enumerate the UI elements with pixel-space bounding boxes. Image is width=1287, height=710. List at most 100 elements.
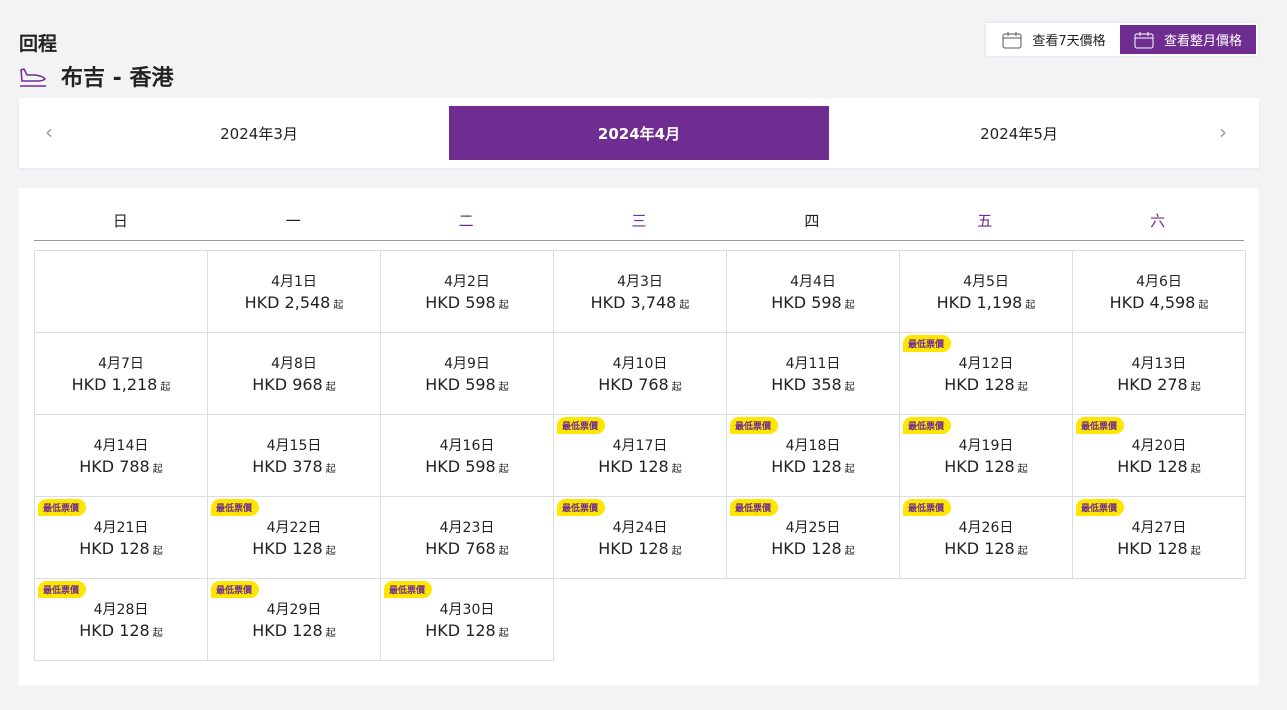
day-date: 4月26日 xyxy=(958,520,1014,536)
day-date: 4月4日 xyxy=(790,274,836,290)
day-price: HKD 128 起 xyxy=(381,621,553,640)
day-cell[interactable]: 4月7日 HKD 1,218 起 xyxy=(34,332,208,415)
price-suffix: 起 xyxy=(325,464,336,475)
day-cell[interactable]: 4月13日 HKD 278 起 xyxy=(1072,332,1246,415)
weekday: 一 xyxy=(285,212,301,230)
day-date: 4月2日 xyxy=(444,274,490,290)
day-cell[interactable]: 4月15日 HKD 378 起 xyxy=(207,414,381,497)
day-cell[interactable]: 最低票價 4月22日 HKD 128 起 xyxy=(207,496,381,579)
day-cell[interactable]: 最低票價 4月26日 HKD 128 起 xyxy=(899,496,1073,579)
day-cell[interactable]: 4月16日 HKD 598 起 xyxy=(380,414,554,497)
day-date: 4月29日 xyxy=(266,602,322,618)
day-cell[interactable]: 最低票價 4月24日 HKD 128 起 xyxy=(553,496,727,579)
day-cell[interactable]: 最低票價 4月28日 HKD 128 起 xyxy=(34,578,208,661)
day-cell[interactable]: 4月10日 HKD 768 起 xyxy=(553,332,727,415)
weekday: 六 xyxy=(1150,212,1166,230)
lowest-fare-badge: 最低票價 xyxy=(1076,417,1125,434)
day-cell[interactable]: 最低票價 4月17日 HKD 128 起 xyxy=(553,414,727,497)
day-cell[interactable]: 最低票價 4月20日 HKD 128 起 xyxy=(1072,414,1246,497)
day-cell[interactable]: 4月6日 HKD 4,598 起 xyxy=(1072,250,1246,333)
weekday: 五 xyxy=(977,212,993,230)
day-grid: 4月1日 HKD 2,548 起 4月2日 HKD 598 起 4月3日 HKD 3,748 起… xyxy=(34,250,1246,661)
price-amount: HKD 128 xyxy=(1117,539,1188,558)
price-suffix: 起 xyxy=(671,382,682,393)
price-suffix: 起 xyxy=(152,464,163,475)
price-suffix: 起 xyxy=(844,382,855,393)
month-selector: ‹ 2024年3月 2024年4月 2024年5月 › xyxy=(19,98,1259,168)
day-cell[interactable]: 最低票價 4月18日 HKD 128 起 xyxy=(726,414,900,497)
day-cell[interactable]: 4月4日 HKD 598 起 xyxy=(726,250,900,333)
day-cell[interactable]: 最低票價 4月30日 HKD 128 起 xyxy=(380,578,554,661)
month-tab-current[interactable]: 2024年4月 xyxy=(449,106,829,160)
day-date: 4月30日 xyxy=(439,602,495,618)
day-cell[interactable]: 4月5日 HKD 1,198 起 xyxy=(899,250,1073,333)
day-cell[interactable]: 4月8日 HKD 968 起 xyxy=(207,332,381,415)
day-date: 4月3日 xyxy=(617,274,663,290)
price-amount: HKD 768 xyxy=(425,539,496,558)
day-date: 4月21日 xyxy=(93,520,149,536)
price-amount: HKD 788 xyxy=(79,457,150,476)
day-price: HKD 768 起 xyxy=(554,375,726,394)
plane-landing-icon xyxy=(20,68,46,87)
day-cell[interactable]: 最低票價 4月29日 HKD 128 起 xyxy=(207,578,381,661)
view-month-button[interactable]: 查看整月價格 xyxy=(1120,25,1256,54)
lowest-fare-badge: 最低票價 xyxy=(38,581,87,598)
lowest-fare-badge: 最低票價 xyxy=(211,499,260,516)
day-cell[interactable]: 4月14日 HKD 788 起 xyxy=(34,414,208,497)
day-cell[interactable]: 最低票價 4月12日 HKD 128 起 xyxy=(899,332,1073,415)
route-header: 布吉 - 香港 xyxy=(19,60,173,92)
price-suffix: 起 xyxy=(498,300,509,311)
day-cell[interactable]: 最低票價 4月19日 HKD 128 起 xyxy=(899,414,1073,497)
calendar-icon xyxy=(1002,31,1022,48)
weekday-header: 日 一 二 三 四 五 六 xyxy=(34,210,1244,241)
day-price: HKD 128 起 xyxy=(554,539,726,558)
price-suffix: 起 xyxy=(160,382,171,393)
day-cell[interactable]: 4月2日 HKD 598 起 xyxy=(380,250,554,333)
day-date: 4月22日 xyxy=(266,520,322,536)
price-suffix: 起 xyxy=(152,628,163,639)
price-suffix: 起 xyxy=(1190,382,1201,393)
price-amount: HKD 598 xyxy=(425,293,496,312)
day-cell[interactable]: 最低票價 4月27日 HKD 128 起 xyxy=(1072,496,1246,579)
chevron-left-icon[interactable]: ‹ xyxy=(45,120,53,144)
month-tab-prev[interactable]: 2024年3月 xyxy=(220,124,298,143)
price-amount: HKD 598 xyxy=(771,293,842,312)
day-cell[interactable]: 4月3日 HKD 3,748 起 xyxy=(553,250,727,333)
month-tab-next[interactable]: 2024年5月 xyxy=(980,124,1058,143)
day-cell[interactable]: 4月1日 HKD 2,548 起 xyxy=(207,250,381,333)
price-suffix: 起 xyxy=(679,300,690,311)
price-suffix: 起 xyxy=(1017,382,1028,393)
day-price: HKD 128 起 xyxy=(727,457,899,476)
view-month-label: 查看整月價格 xyxy=(1163,34,1242,49)
day-price: HKD 128 起 xyxy=(208,621,380,640)
day-cell[interactable]: 最低票價 4月21日 HKD 128 起 xyxy=(34,496,208,579)
price-suffix: 起 xyxy=(1190,546,1201,557)
price-amount: HKD 128 xyxy=(598,457,669,476)
day-date: 4月16日 xyxy=(439,438,495,454)
day-date: 4月9日 xyxy=(444,356,490,372)
lowest-fare-badge: 最低票價 xyxy=(730,499,779,516)
price-suffix: 起 xyxy=(844,546,855,557)
day-cell[interactable]: 4月11日 HKD 358 起 xyxy=(726,332,900,415)
price-suffix: 起 xyxy=(498,382,509,393)
day-date: 4月20日 xyxy=(1131,438,1187,454)
day-cell[interactable]: 4月9日 HKD 598 起 xyxy=(380,332,554,415)
day-cell[interactable]: 4月23日 HKD 768 起 xyxy=(380,496,554,579)
price-amount: HKD 278 xyxy=(1117,375,1188,394)
price-amount: HKD 128 xyxy=(944,457,1015,476)
lowest-fare-badge: 最低票價 xyxy=(903,335,952,352)
weekday: 四 xyxy=(804,212,820,230)
weekday: 三 xyxy=(631,212,647,230)
price-suffix: 起 xyxy=(325,628,336,639)
price-amount: HKD 3,748 xyxy=(590,293,677,312)
day-cell[interactable]: 最低票價 4月25日 HKD 128 起 xyxy=(726,496,900,579)
day-date: 4月24日 xyxy=(612,520,668,536)
price-amount: HKD 128 xyxy=(79,539,150,558)
calendar-icon xyxy=(1134,31,1154,48)
price-suffix: 起 xyxy=(325,546,336,557)
view-7-days-button[interactable]: 查看7天價格 xyxy=(988,25,1120,54)
day-price: HKD 128 起 xyxy=(727,539,899,558)
chevron-right-icon[interactable]: › xyxy=(1219,120,1227,144)
day-date: 4月27日 xyxy=(1131,520,1187,536)
day-date: 4月7日 xyxy=(98,356,144,372)
